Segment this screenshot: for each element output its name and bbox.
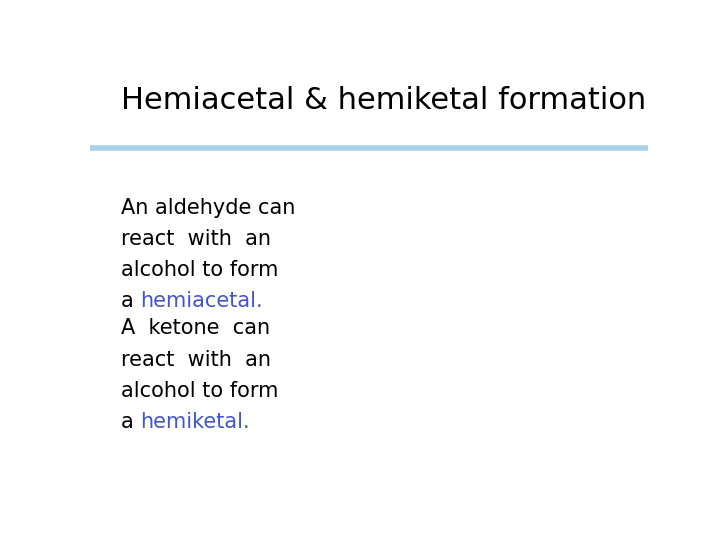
Text: react  with  an: react with an [121, 229, 271, 249]
Text: a: a [121, 292, 140, 312]
Text: alcohol to form: alcohol to form [121, 260, 278, 280]
Text: react  with  an: react with an [121, 349, 271, 369]
Text: A  ketone  can: A ketone can [121, 319, 270, 339]
Text: a: a [121, 412, 140, 432]
Text: alcohol to form: alcohol to form [121, 381, 278, 401]
Text: Hemiacetal & hemiketal formation: Hemiacetal & hemiketal formation [121, 85, 646, 114]
Text: hemiacetal.: hemiacetal. [140, 292, 263, 312]
Text: An aldehyde can: An aldehyde can [121, 198, 295, 218]
Text: hemiketal.: hemiketal. [140, 412, 250, 432]
